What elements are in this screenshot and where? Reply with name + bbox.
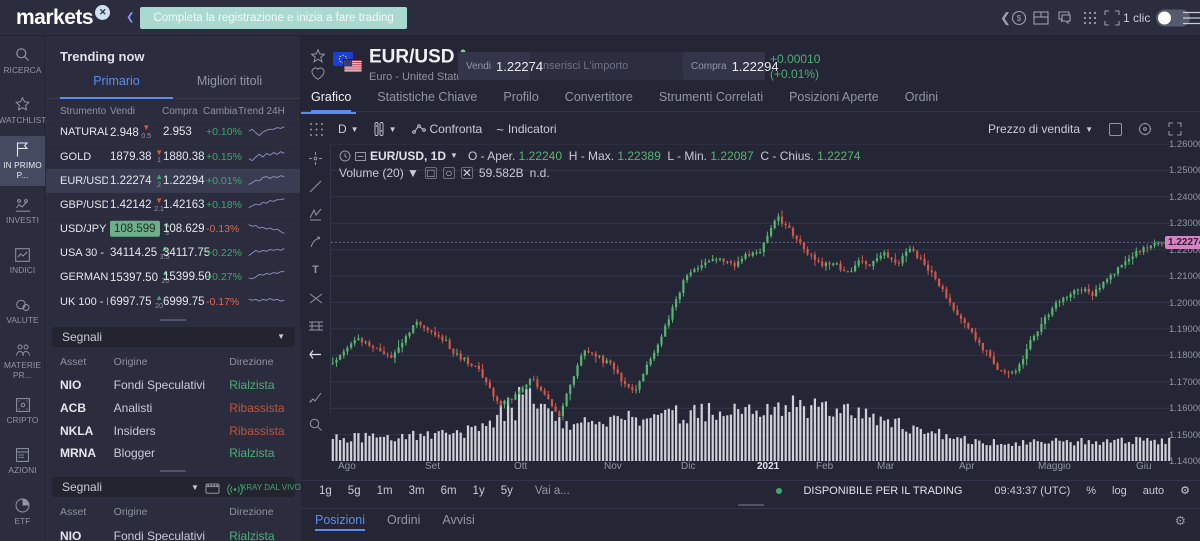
svg-text:$: $ xyxy=(1017,14,1022,23)
